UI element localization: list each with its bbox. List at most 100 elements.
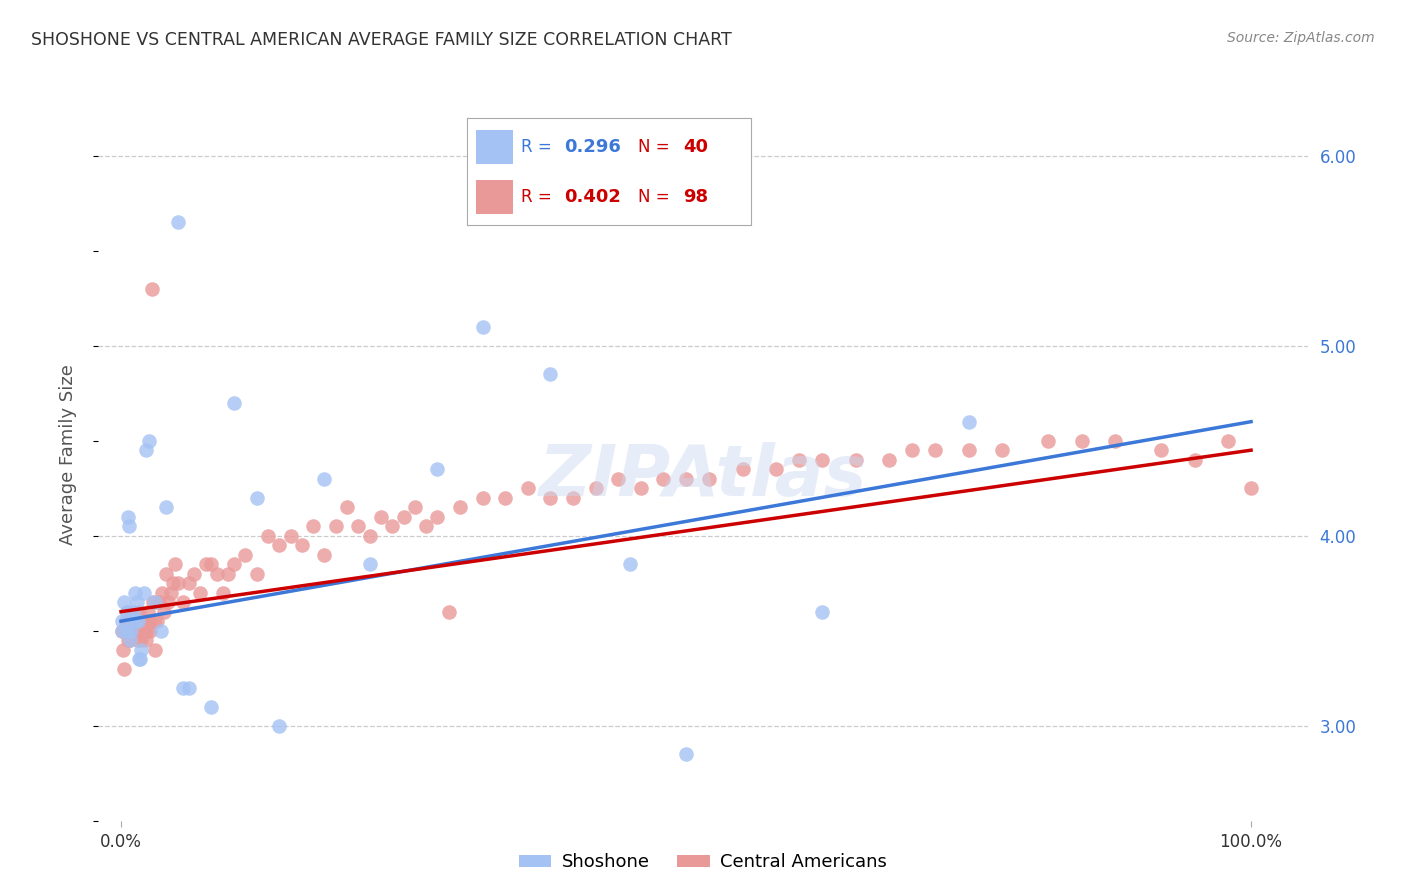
Point [404,500,426,515]
Point [269,538,291,552]
Point [257,529,280,543]
Point [127,633,149,648]
Point [957,415,980,429]
Point [370,509,392,524]
Point [1240,481,1263,495]
Point [162,576,184,591]
Point [810,605,832,619]
Point [392,509,415,524]
Point [115,624,138,638]
Legend: Shoshone, Central Americans: Shoshone, Central Americans [512,847,894,879]
Point [765,462,787,476]
Point [177,576,200,591]
Point [211,585,233,599]
Point [449,500,471,515]
Point [166,215,188,229]
Point [325,519,347,533]
Point [112,662,135,676]
Point [845,452,868,467]
Point [1036,434,1059,448]
Point [172,595,194,609]
Point [112,642,135,657]
Point [607,472,630,486]
Point [924,443,946,458]
Point [149,624,172,638]
Point [1150,443,1173,458]
Point [153,605,176,619]
Point [165,557,187,571]
Point [516,481,538,495]
Point [879,452,901,467]
Point [111,624,134,638]
Point [336,500,359,515]
Point [731,462,754,476]
Point [177,681,200,695]
Point [314,472,336,486]
Point [115,605,138,619]
Point [111,624,134,638]
Point [494,491,516,505]
Point [131,642,153,657]
Point [675,747,697,761]
Text: ZIPAtlas: ZIPAtlas [538,442,868,511]
Point [901,443,924,458]
Point [415,519,437,533]
Point [172,681,194,695]
Point [117,633,139,648]
Point [222,395,245,409]
Point [630,481,652,495]
Point [222,557,245,571]
Point [124,624,146,638]
Point [652,472,675,486]
Point [155,566,177,581]
Point [148,595,170,609]
Point [381,519,404,533]
Point [131,633,153,648]
Point [118,614,141,628]
Point [471,319,494,334]
Point [125,614,148,628]
Point [437,605,460,619]
Point [233,548,256,562]
Point [118,519,141,533]
Point [188,585,211,599]
Point [112,595,135,609]
Text: Source: ZipAtlas.com: Source: ZipAtlas.com [1227,31,1375,45]
Point [562,491,585,505]
Point [246,566,269,581]
Point [471,491,494,505]
Point [538,491,561,505]
Point [122,605,145,619]
Point [143,595,166,609]
Point [538,367,561,381]
Point [142,595,165,609]
Point [359,557,381,571]
Point [111,614,134,628]
Point [120,633,142,648]
Text: SHOSHONE VS CENTRAL AMERICAN AVERAGE FAMILY SIZE CORRELATION CHART: SHOSHONE VS CENTRAL AMERICAN AVERAGE FAM… [31,31,731,49]
Point [810,452,832,467]
Point [697,472,720,486]
Point [957,443,980,458]
Point [619,557,641,571]
Point [117,509,139,524]
Point [200,557,222,571]
Point [138,614,160,628]
Point [132,585,155,599]
Point [1104,434,1126,448]
Point [314,548,336,562]
Point [150,585,173,599]
Point [426,462,449,476]
Point [124,585,146,599]
Point [269,719,291,733]
Point [125,595,148,609]
Point [1070,434,1092,448]
Point [200,699,222,714]
Point [120,633,142,648]
Point [142,614,165,628]
Point [129,652,152,666]
Point [146,614,169,628]
Point [787,452,810,467]
Point [205,566,228,581]
Point [1184,452,1206,467]
